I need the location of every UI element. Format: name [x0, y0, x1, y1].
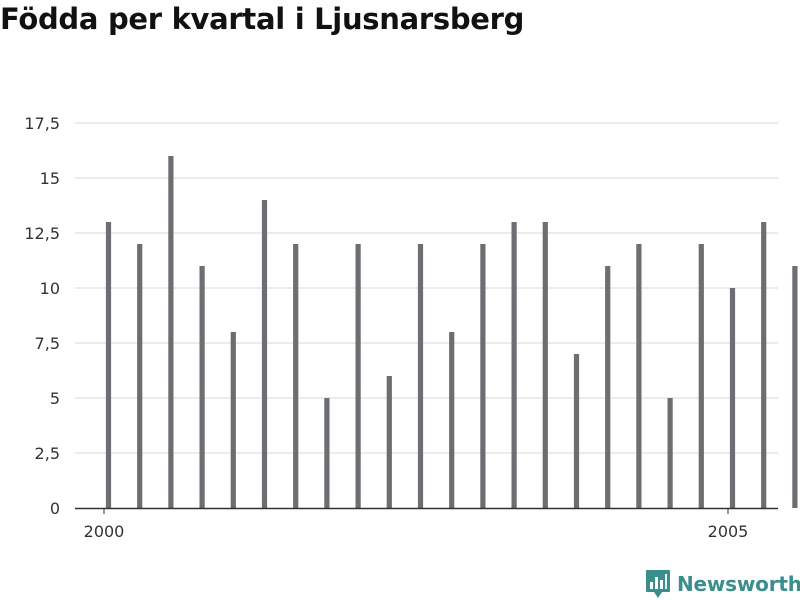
bar [230, 332, 236, 508]
bar [667, 398, 673, 508]
y-tick-label: 7,5 [35, 334, 60, 353]
brand-name: Newsworthy [677, 572, 800, 596]
bar [324, 398, 330, 508]
bar [480, 244, 486, 508]
bar [199, 266, 205, 508]
y-tick-label: 0 [50, 499, 60, 518]
bar [729, 288, 736, 508]
x-tick-label: 2005 [708, 522, 749, 541]
y-tick-label: 12,5 [24, 224, 60, 243]
bar [449, 332, 455, 508]
y-axis: 0 2,5 5 7,5 10 12,5 15 17,5 [24, 114, 60, 518]
y-tick-label: 17,5 [24, 114, 60, 133]
y-tick-label: 5 [50, 389, 60, 408]
bar-chart-bubble-icon [646, 570, 670, 598]
x-axis: 200020052010201520202025 [75, 507, 778, 541]
bar [792, 266, 798, 508]
bar [355, 244, 361, 508]
brand-logo: Newsworthy [645, 569, 800, 599]
y-tick-label: 10 [40, 279, 60, 298]
bar [698, 244, 704, 508]
x-tick-label: 2000 [84, 522, 125, 541]
bar [168, 156, 174, 508]
chart-title: Födda per kvartal i Ljusnarsberg [0, 2, 525, 36]
bar [105, 222, 112, 508]
bar [511, 222, 517, 508]
bar [293, 244, 299, 508]
bar [137, 244, 143, 508]
bar [605, 266, 611, 508]
bar [761, 222, 767, 508]
bar [417, 244, 424, 508]
bar [386, 376, 392, 508]
bar [573, 354, 580, 508]
bar [542, 222, 548, 508]
y-tick-label: 2,5 [35, 444, 60, 463]
gridlines [75, 122, 778, 454]
y-tick-label: 15 [40, 169, 60, 188]
bar [636, 244, 642, 508]
bar [261, 200, 268, 508]
bars [105, 156, 798, 508]
